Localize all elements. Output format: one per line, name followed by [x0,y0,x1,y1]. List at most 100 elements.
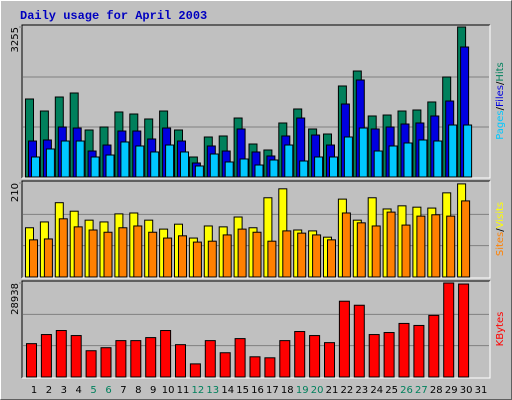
x-tick-label: 13 [206,385,219,396]
bar [180,151,189,178]
bar [55,330,67,378]
x-tick-label: 4 [76,385,82,396]
bar [148,231,158,278]
x-tick-label: 15 [236,385,249,396]
legend: Sites/Visits [495,202,506,256]
bar [209,153,219,178]
legend: Pages/Files/Hits [495,62,506,140]
y-tick-label: 210 [10,183,21,202]
bar [324,342,335,378]
bar [448,124,458,178]
bar [294,331,306,378]
x-tick-label: 31 [475,385,488,396]
bar [309,335,321,378]
legend-entry: Pages [495,110,506,139]
bar [368,334,380,378]
x-tick-label: 16 [251,385,264,396]
bar [341,212,351,278]
bar [58,218,68,278]
x-tick-label: 27 [415,385,428,396]
bar [75,140,85,178]
bar [403,142,413,178]
bar [88,229,98,278]
bar [314,156,324,178]
x-tick-label: 1 [31,385,37,396]
panel-edge-light [22,25,491,179]
bar [237,228,247,278]
bar [383,332,395,378]
panel-edge-light [22,181,491,279]
bar [433,140,443,178]
bar [85,350,97,378]
x-tick-label: 23 [355,385,368,396]
x-tick-label: 20 [311,385,324,396]
bar [343,136,353,178]
bar [428,314,440,378]
bar [264,357,276,378]
legend-entry: Files [495,85,506,107]
bar [175,344,186,378]
bar [130,340,142,378]
x-tick-label: 26 [400,385,413,396]
x-tick-label: 29 [445,385,458,396]
bar [443,282,455,378]
x-tick-label: 11 [177,385,190,396]
bar [73,226,83,278]
y-tick-label: 28938 [10,283,21,315]
bar [297,232,307,278]
panel-edge-light [22,281,491,379]
bar [160,330,172,378]
bar [100,347,112,378]
bar [299,160,309,178]
x-tick-label: 17 [266,385,279,396]
panel-edge-dark [21,180,490,278]
x-tick-label: 9 [150,385,156,396]
legend-entry: Hits [495,62,506,81]
bar [145,337,157,378]
bar [413,324,425,378]
bar [461,200,471,278]
bar [284,144,294,178]
bar [254,164,264,178]
bar [279,340,291,378]
panel-edge-dark [21,24,490,178]
chart-title: Daily usage for April 2003 [20,9,207,23]
bar [386,211,396,278]
bar [43,238,53,278]
bar [192,241,202,278]
bar [416,215,426,278]
bar [189,363,201,378]
bar [194,165,204,178]
bar [252,231,262,278]
x-tick-label: 8 [135,385,141,396]
x-tick-label: 6 [105,385,111,396]
bar [135,145,145,178]
legend-separator: / [495,106,506,110]
bar [178,235,187,278]
x-tick-label: 2 [46,385,52,396]
bar [105,154,115,178]
x-tick-label: 5 [90,385,96,396]
x-tick-label: 22 [341,385,354,396]
bar [329,156,338,178]
bar [282,230,292,278]
bar [327,239,336,278]
bar [26,343,37,378]
legend: KBytes [495,312,506,347]
bar [40,334,52,378]
bar [388,145,398,178]
bar [120,141,130,178]
bar [458,283,470,378]
x-tick-label: 21 [326,385,339,396]
bar [398,322,410,378]
bar [418,139,428,178]
bar [70,335,82,378]
x-tick-label: 19 [296,385,309,396]
bar [234,338,246,378]
panel-edge-dark [21,280,490,378]
bar [60,140,70,178]
bar [204,340,216,378]
x-tick-label: 25 [385,385,398,396]
